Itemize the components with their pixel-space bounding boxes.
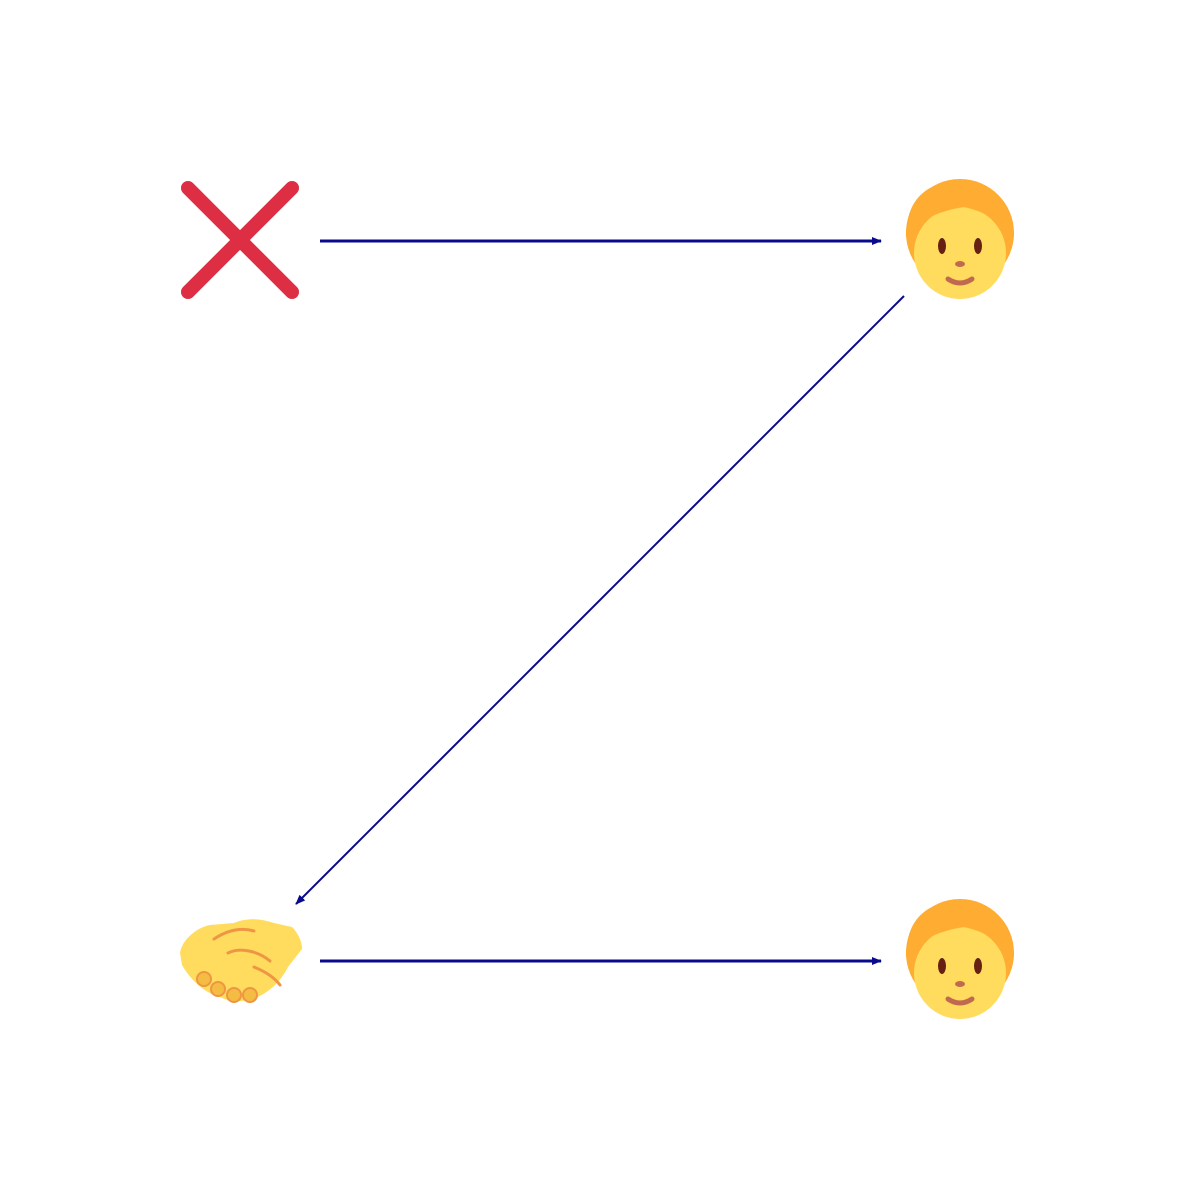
arrow-person-top-to-handshake xyxy=(295,295,905,905)
edges xyxy=(295,237,905,965)
person-icon xyxy=(906,179,1014,299)
handshake-icon xyxy=(180,919,302,1003)
cross-mark-icon xyxy=(181,181,299,299)
person-icon xyxy=(906,899,1014,1019)
